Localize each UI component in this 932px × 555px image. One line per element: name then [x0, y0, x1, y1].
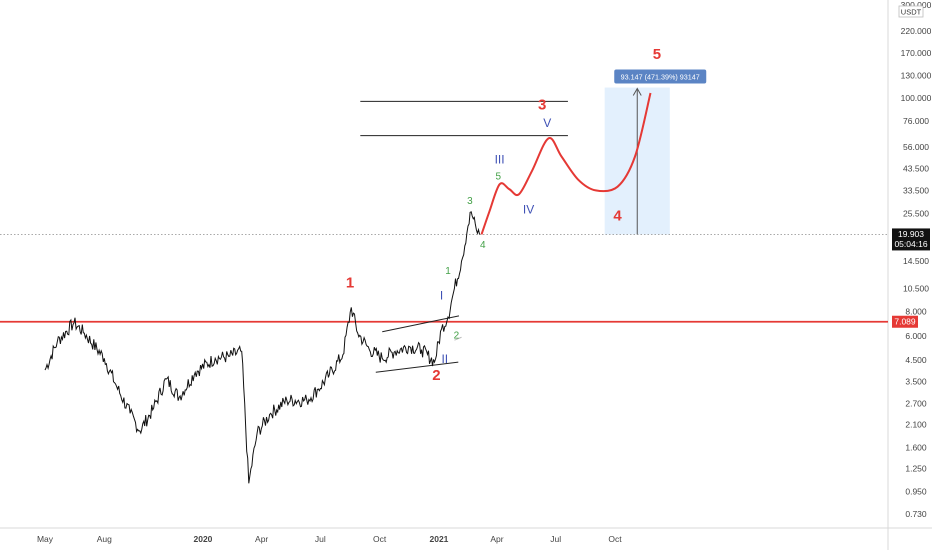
currency-badge	[898, 5, 924, 18]
measure-arrow-head	[632, 87, 642, 96]
y-tick-label: 25.500	[903, 208, 929, 218]
x-tick-label: Oct	[373, 534, 387, 544]
y-tick-label: 2.700	[905, 398, 927, 408]
y-tick-label: 300.000	[901, 0, 932, 10]
channel-mid-stub	[454, 336, 462, 341]
wave-label-iv: IV	[523, 202, 534, 216]
x-tick-label: May	[37, 534, 54, 544]
wave-label-3: 3	[538, 97, 546, 114]
y-tick-label: 4.500	[905, 355, 927, 365]
currency-label: USDT	[901, 8, 922, 17]
wave-label-1: 1	[346, 275, 354, 292]
current-price-value: 19.903	[898, 229, 924, 239]
y-tick-label: 3.500	[905, 376, 927, 386]
x-tick-label: Apr	[255, 534, 268, 544]
x-tick-label: Jul	[550, 534, 561, 544]
channel-upper-line	[382, 315, 460, 333]
y-tick-label: 1.600	[905, 443, 927, 453]
y-tick-label: 220.000	[901, 26, 932, 36]
y-tick-label: 43.500	[903, 163, 929, 173]
y-tick-label: 33.500	[903, 185, 929, 195]
wave-label-iii: III	[495, 153, 505, 167]
projection-line	[480, 92, 652, 235]
x-tick-label: Apr	[490, 534, 503, 544]
y-tick-label: 2.100	[905, 420, 927, 430]
y-tick-label: 56.000	[903, 142, 929, 152]
y-tick-label: 8.000	[905, 307, 927, 317]
channel-lines	[375, 315, 462, 373]
y-tick-label: 6.000	[905, 331, 927, 341]
wave-label-2: 2	[432, 367, 440, 384]
measure-label: 93.147 (471.39%) 93147	[621, 73, 700, 82]
x-axis[interactable]: May Aug 2020 Apr Jul Oct 2021 Apr Jul Oct	[37, 534, 622, 544]
y-tick-label: 1.250	[905, 464, 927, 474]
y-tick-label: 76.000	[903, 116, 929, 126]
x-tick-label: Oct	[608, 534, 622, 544]
projection-series	[480, 92, 652, 235]
wave-label-2: 2	[454, 331, 460, 342]
y-tick-label: 100.000	[901, 93, 932, 103]
x-tick-label: Jul	[315, 534, 326, 544]
wave-label-ii: II	[441, 352, 448, 366]
countdown-value: 05:04:16	[894, 239, 927, 249]
level-lines	[0, 100, 888, 323]
wave-label-i: I	[440, 289, 443, 303]
wave-label-4: 4	[613, 207, 622, 224]
wave-label-1: 1	[445, 266, 451, 277]
wave-label-5: 5	[653, 46, 661, 63]
support-price-value: 7.089	[894, 317, 916, 327]
price-series	[44, 211, 481, 484]
y-axis[interactable]: 300.000 220.000 170.000 130.000 100.000 76.00…	[892, 0, 932, 519]
x-tick-label: 2020	[194, 534, 213, 544]
measure-label-box	[614, 69, 707, 84]
y-tick-label: 14.500	[903, 256, 929, 266]
wave-label-v: V	[543, 116, 551, 130]
channel-lower-line	[375, 361, 459, 373]
measure-tool: 93.147 (471.39%) 93147	[604, 69, 707, 235]
support-price-badge	[892, 315, 918, 328]
x-tick-label: 2021	[430, 534, 449, 544]
wave-label-3: 3	[467, 196, 473, 207]
x-tick-label: Aug	[97, 534, 112, 544]
y-tick-label: 170.000	[901, 48, 932, 58]
price-line	[44, 211, 481, 484]
y-tick-label: 130.000	[901, 71, 932, 81]
y-tick-label: 10.500	[903, 284, 929, 294]
current-price-badge	[892, 228, 930, 251]
wave-label-4: 4	[480, 240, 486, 251]
y-tick-label: 0.950	[905, 487, 927, 497]
y-tick-label: 0.730	[905, 509, 927, 519]
wave-label-5: 5	[496, 172, 502, 183]
